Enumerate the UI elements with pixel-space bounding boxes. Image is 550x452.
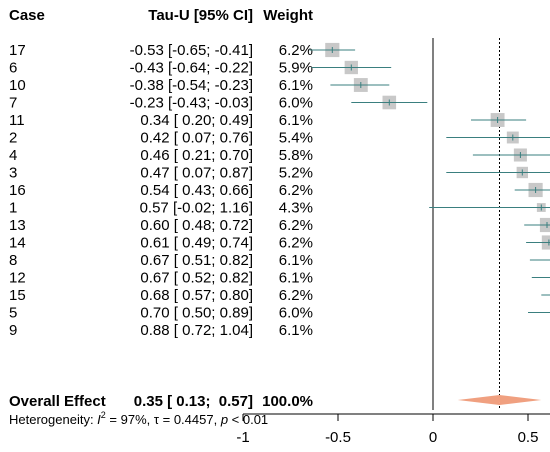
- case-label: 12: [9, 270, 26, 287]
- case-label: 9: [9, 322, 17, 339]
- weight-label: 4.3%: [279, 200, 313, 217]
- weight-label: 5.4%: [279, 130, 313, 147]
- case-label: 11: [9, 112, 25, 129]
- header-case: Case: [9, 7, 45, 24]
- weight-label: 6.2%: [279, 287, 313, 304]
- weight-label: 5.8%: [279, 147, 313, 164]
- case-label: 6: [9, 60, 17, 77]
- weight-label: 6.2%: [279, 217, 313, 234]
- estimate-label: 0.46 [ 0.21; 0.70]: [140, 147, 253, 164]
- estimate-label: -0.43 [-0.64; -0.22]: [130, 60, 253, 77]
- estimate-label: -0.38 [-0.54; -0.23]: [130, 77, 253, 94]
- case-label: 10: [9, 77, 26, 94]
- weight-label: 6.2%: [279, 182, 313, 199]
- weight-label: 6.1%: [279, 112, 313, 129]
- estimate-label: 0.68 [ 0.57; 0.80]: [140, 287, 253, 304]
- case-label: 17: [9, 42, 26, 59]
- estimate-label: 0.67 [ 0.51; 0.82]: [140, 252, 253, 269]
- case-label: 13: [9, 217, 26, 234]
- weight-label: 6.1%: [279, 270, 313, 287]
- x-tick-label: -0.5: [325, 429, 351, 446]
- x-tick-label: 0: [429, 429, 437, 446]
- case-label: 7: [9, 95, 17, 112]
- estimate-label: 0.67 [ 0.52; 0.82]: [140, 270, 253, 287]
- weight-label: 6.0%: [279, 305, 313, 322]
- overall-label: Overall Effect: [9, 393, 106, 410]
- header-weight: Weight: [263, 7, 313, 24]
- estimate-label: 0.61 [ 0.49; 0.74]: [140, 235, 253, 252]
- estimate-label: 0.57 [-0.02; 1.16]: [140, 200, 253, 217]
- overall-weight: 100.0%: [262, 393, 313, 410]
- case-label: 3: [9, 165, 17, 182]
- estimate-label: 0.47 [ 0.07; 0.87]: [140, 165, 253, 182]
- weight-label: 5.9%: [279, 60, 313, 77]
- estimate-label: 0.70 [ 0.50; 0.89]: [140, 305, 253, 322]
- estimate-label: 0.42 [ 0.07; 0.76]: [140, 130, 253, 147]
- weight-label: 5.2%: [279, 165, 313, 182]
- x-tick-label: 0.5: [518, 429, 539, 446]
- overall-diamond: [457, 395, 542, 405]
- estimate-label: -0.23 [-0.43; -0.03]: [130, 95, 253, 112]
- header-estimate: Tau-U [95% CI]: [148, 7, 253, 24]
- case-label: 4: [9, 147, 17, 164]
- x-axis: -1-0.500.51: [236, 413, 550, 446]
- x-tick-label: -1: [236, 429, 249, 446]
- case-label: 16: [9, 182, 26, 199]
- case-label: 15: [9, 287, 26, 304]
- case-label: 1: [9, 200, 17, 217]
- estimate-label: 0.88 [ 0.72; 1.04]: [140, 322, 253, 339]
- weight-label: 6.1%: [279, 77, 313, 94]
- heterogeneity-text: Heterogeneity: I2 = 97%, τ = 0.4457, p <…: [9, 410, 268, 427]
- weight-label: 6.1%: [279, 322, 313, 339]
- weight-label: 6.1%: [279, 252, 313, 269]
- weight-label: 6.2%: [279, 42, 313, 59]
- weight-label: 6.0%: [279, 95, 313, 112]
- case-label: 14: [9, 235, 26, 252]
- case-label: 5: [9, 305, 17, 322]
- estimate-label: 0.34 [ 0.20; 0.49]: [140, 112, 253, 129]
- estimate-label: 0.54 [ 0.43; 0.66]: [140, 182, 253, 199]
- case-label: 2: [9, 130, 17, 147]
- case-label: 8: [9, 252, 17, 269]
- weight-label: 6.2%: [279, 235, 313, 252]
- estimate-label: 0.60 [ 0.48; 0.72]: [140, 217, 253, 234]
- overall-ci: 0.35 [ 0.13; 0.57]: [134, 393, 253, 410]
- estimate-label: -0.53 [-0.65; -0.41]: [130, 42, 253, 59]
